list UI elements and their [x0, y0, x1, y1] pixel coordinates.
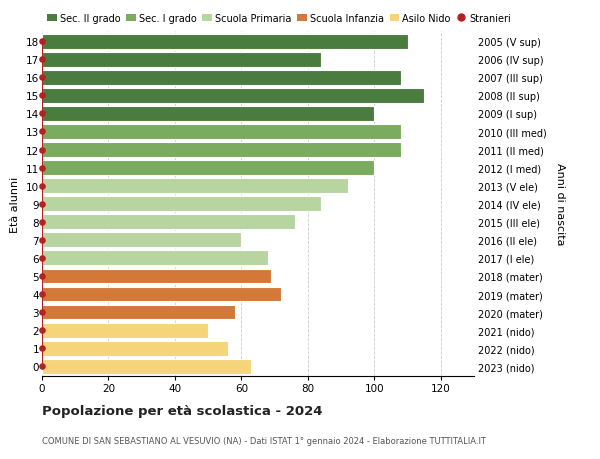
Point [37, 39, 47, 46]
Bar [42, 341, 228, 356]
Text: Popolazione per età scolastica - 2024: Popolazione per età scolastica - 2024 [42, 404, 323, 417]
Point [37, 237, 47, 244]
Point [37, 201, 47, 208]
Point [37, 309, 47, 316]
Bar [42, 359, 251, 374]
Point [37, 327, 47, 334]
Bar [42, 125, 401, 140]
Bar [42, 269, 271, 284]
Point [37, 255, 47, 262]
Bar [42, 89, 424, 103]
Point [37, 164, 47, 172]
Point [37, 273, 47, 280]
Point [37, 363, 47, 370]
Point [37, 74, 47, 82]
Point [37, 146, 47, 154]
Bar [42, 251, 268, 266]
Bar [42, 34, 407, 50]
Bar [42, 161, 374, 176]
Bar [42, 107, 374, 122]
Bar [42, 53, 321, 67]
Point [37, 129, 47, 136]
Bar [42, 143, 401, 157]
Point [37, 291, 47, 298]
Bar [42, 305, 235, 320]
Bar [42, 287, 281, 302]
Y-axis label: Età alunni: Età alunni [10, 176, 20, 232]
Bar [42, 233, 241, 248]
Y-axis label: Anni di nascita: Anni di nascita [555, 163, 565, 246]
Bar [42, 323, 208, 338]
Bar [42, 197, 321, 212]
Point [37, 56, 47, 64]
Point [37, 92, 47, 100]
Point [37, 111, 47, 118]
Point [37, 218, 47, 226]
Bar [42, 179, 348, 194]
Bar [42, 215, 295, 230]
Point [37, 183, 47, 190]
Legend: Sec. II grado, Sec. I grado, Scuola Primaria, Scuola Infanzia, Asilo Nido, Stran: Sec. II grado, Sec. I grado, Scuola Prim… [47, 14, 511, 24]
Text: COMUNE DI SAN SEBASTIANO AL VESUVIO (NA) - Dati ISTAT 1° gennaio 2024 - Elaboraz: COMUNE DI SAN SEBASTIANO AL VESUVIO (NA)… [42, 436, 486, 445]
Bar [42, 71, 401, 85]
Point [37, 345, 47, 352]
